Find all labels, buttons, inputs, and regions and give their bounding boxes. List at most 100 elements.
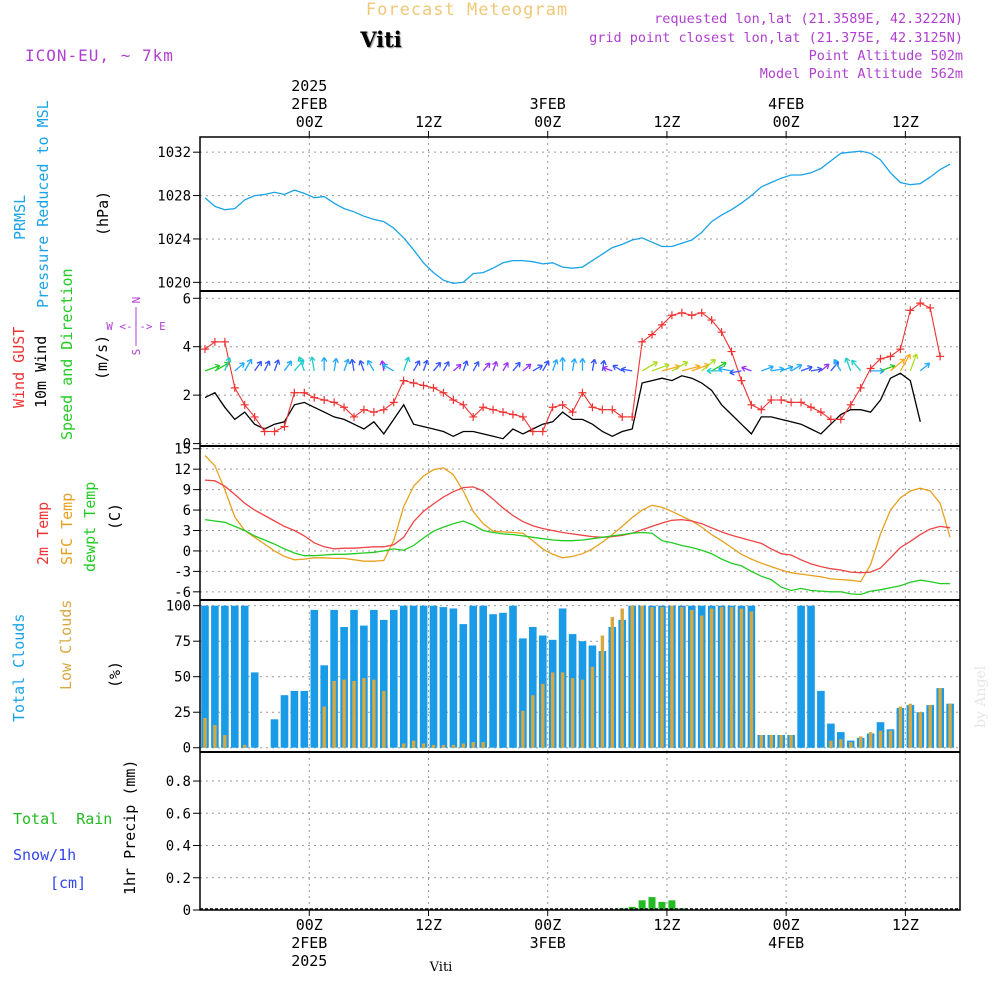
low-cloud-bar [223,735,227,748]
x-tick-label-bottom: 12Z [415,916,442,934]
low-cloud-bar [372,679,376,748]
gust-marker [499,408,508,417]
low-cloud-bar [680,607,684,748]
wind-arrow [780,364,794,372]
wind-arrow [502,361,509,372]
y-tick-label: 6 [183,503,191,519]
total-cloud-bar [429,605,438,748]
total-clouds-label: Total Clouds [10,614,28,722]
total-cloud-bar [807,605,815,748]
gridpoint-coords: grid point closest lon,lat (21.375E, 42.… [589,30,963,46]
total-cloud-bar [270,719,279,748]
low-cloud-bar [849,742,853,748]
low-cloud-bar [779,735,783,748]
wind-arrow [570,358,578,372]
gust-marker [240,400,249,409]
gust-marker [628,412,637,421]
date-label-bottom: 2FEB [291,934,327,952]
wind-arrow [349,358,356,372]
low-cloud-bar [650,607,654,748]
x-tick-label-top: 12Z [653,113,680,131]
x-tick-label-top: 00Z [296,113,323,131]
low-cloud-bar [759,735,763,748]
y-tick-label: 0.4 [166,839,191,855]
total-cloud-bar [489,614,497,748]
total-cloud-bar [827,723,835,748]
gust-marker [836,415,845,424]
gust-marker [200,345,209,354]
total-cloud-bar [201,605,209,748]
y-tick-label: -6 [174,585,191,601]
wind-arrow [810,366,823,373]
gust-marker [250,412,259,421]
dewpt-label: dewpt Temp [81,482,99,572]
gust-marker [876,354,885,363]
low-cloud-bar [243,744,247,748]
gust-marker [518,412,527,421]
low-cloud-bar [859,736,863,748]
low-cloud-bar [948,703,952,748]
temp-unit-label: (C) [106,503,124,530]
low-cloud-bar [600,635,605,748]
gust-marker [797,398,806,407]
compass-north: N [130,297,143,304]
wind-arrow [522,363,532,372]
low-cloud-bar [749,611,754,748]
t2m-line [204,479,951,574]
low-cloud-bar [610,617,614,748]
gust-marker [429,383,438,392]
pressure-unit-label: (hPa) [94,191,112,236]
low-cloud-bar [451,744,455,748]
wind-arrow [844,357,852,372]
wind-arrow [309,356,316,372]
total-cloud-bar [797,605,805,748]
snow-unit-label: [cm] [50,874,86,892]
gust-marker [856,383,865,392]
low-cloud-bar [829,740,833,748]
gust-marker [469,412,478,421]
low-cloud-bar [789,735,793,748]
wind-arrow [559,357,566,371]
total-cloud-bar [280,695,289,748]
gust-marker [707,316,716,325]
low-cloud-bar [878,730,883,748]
low-cloud-bar [670,605,674,748]
y-tick-label: 12 [174,462,191,478]
wind-arrow [641,361,659,372]
low-cloud-bar [411,740,416,748]
low-cloud-bar [402,743,406,748]
wind-arrow [254,360,263,372]
sfc-temp-line [204,455,951,583]
low-cloud-bar [441,744,446,748]
low-cloud-bar [521,710,525,748]
point-altitude: Point Altitude 502m [809,48,963,64]
gust-marker [667,311,676,320]
wind-10m-label: 10m Wind [32,336,50,408]
wind-arrow [332,357,339,372]
gust-marker [508,410,517,419]
y-tick-label: 6 [183,291,191,307]
x-tick-label-bottom: 00Z [534,916,561,934]
low-cloud-bar [332,681,336,748]
gust-marker [806,403,815,412]
total-cloud-bar [479,605,487,748]
total-cloud-bar [370,609,378,748]
low-cloud-bar [660,607,664,748]
gust-marker [270,427,279,436]
low-cloud-bar [590,666,595,748]
wind-arrow [320,357,328,371]
low-cloud-bar [362,678,366,748]
total-cloud-bar [439,607,448,748]
low-cloud-bar [461,743,465,748]
gust-marker [220,337,229,346]
total-cloud-bar [350,609,358,748]
gust-marker [677,308,686,317]
temp-labels: 2m Temp SFC Temp dewpt Temp (C) [34,482,124,572]
gust-marker [359,405,368,414]
y-tick-label: 1032 [157,145,191,161]
gust-marker [886,352,895,361]
wind-arrow [512,361,521,372]
low-cloud-bar [938,688,942,748]
gust-marker [936,352,945,361]
